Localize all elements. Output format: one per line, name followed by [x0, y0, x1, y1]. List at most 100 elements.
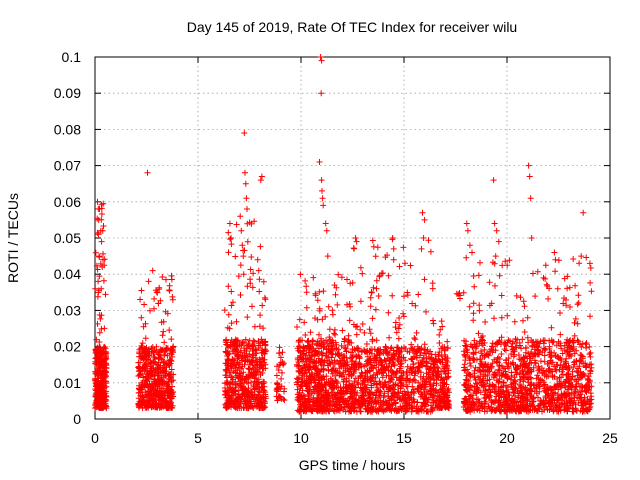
data-point [259, 370, 266, 376]
data-point [507, 338, 513, 345]
data-point [148, 394, 154, 401]
data-point [586, 351, 593, 358]
data-point [587, 404, 594, 410]
data-point [236, 398, 243, 405]
data-point [163, 276, 169, 283]
data-point [331, 326, 338, 333]
data-point [557, 340, 564, 347]
data-point [389, 235, 396, 241]
data-point [312, 315, 318, 322]
data-point [573, 378, 580, 385]
data-point [413, 349, 420, 356]
data-point [556, 366, 563, 373]
data-point [421, 341, 428, 348]
data-point [335, 352, 342, 359]
data-point [377, 397, 384, 404]
data-point [461, 364, 467, 371]
data-point [535, 344, 542, 351]
data-point [559, 350, 566, 357]
data-point [529, 339, 536, 346]
data-point [353, 353, 360, 360]
data-point [348, 355, 355, 362]
data-point [302, 395, 308, 402]
data-point [92, 386, 99, 392]
data-point [565, 370, 572, 377]
data-point [557, 362, 564, 369]
data-point [350, 245, 357, 252]
data-point [486, 383, 493, 390]
data-point [408, 405, 415, 412]
data-point [384, 349, 391, 356]
data-point [416, 346, 423, 352]
data-point [240, 253, 247, 260]
data-point [97, 404, 104, 411]
data-point [463, 338, 469, 345]
data-point [157, 297, 164, 304]
data-point [466, 355, 473, 362]
data-point [517, 294, 524, 301]
data-point [308, 379, 315, 386]
data-point [410, 347, 417, 354]
data-point [470, 273, 477, 279]
data-point [258, 384, 265, 390]
data-point [228, 302, 235, 309]
data-point [310, 274, 317, 281]
data-point [361, 348, 368, 355]
data-point [305, 337, 312, 344]
data-point [536, 402, 543, 409]
data-point [542, 371, 548, 378]
data-point [248, 254, 255, 260]
data-point [322, 392, 329, 399]
data-point [583, 362, 590, 369]
x-tick-label: 5 [194, 430, 202, 446]
data-point [520, 317, 526, 324]
data-point [148, 365, 155, 372]
data-point [552, 383, 559, 390]
data-point [278, 383, 285, 390]
data-point [542, 262, 549, 269]
data-point [510, 390, 517, 397]
data-point [158, 388, 165, 395]
data-point [343, 361, 350, 368]
data-point [465, 353, 472, 360]
data-point [484, 408, 491, 414]
data-point [357, 408, 364, 415]
y-tick-label: 0.08 [54, 121, 81, 137]
data-point [238, 227, 245, 234]
data-point [331, 330, 337, 337]
data-point [519, 373, 525, 380]
data-point [95, 216, 102, 223]
data-point [427, 248, 434, 255]
data-point [334, 301, 341, 308]
data-point [460, 289, 467, 296]
data-point [401, 388, 408, 395]
data-point [409, 369, 416, 376]
data-point [226, 220, 233, 227]
data-point [552, 256, 559, 263]
data-point [309, 353, 316, 360]
data-point [318, 177, 325, 184]
data-point [233, 221, 240, 228]
data-point [374, 244, 381, 251]
data-point [306, 366, 313, 373]
data-point [167, 387, 174, 394]
data-point [332, 402, 339, 409]
data-point [506, 257, 513, 264]
data-point [240, 247, 247, 254]
data-point [494, 339, 501, 346]
data-point [98, 312, 105, 319]
data-point [414, 399, 421, 406]
data-point [98, 372, 105, 379]
data-point [402, 396, 409, 402]
data-point [587, 367, 594, 374]
data-point [225, 311, 232, 318]
data-point [583, 254, 590, 261]
data-point [276, 344, 283, 351]
data-point [543, 397, 550, 404]
data-point [138, 287, 145, 294]
data-point [243, 400, 250, 406]
data-point [314, 402, 321, 409]
data-point [539, 349, 546, 356]
data-point [238, 357, 245, 364]
data-point [419, 209, 426, 216]
